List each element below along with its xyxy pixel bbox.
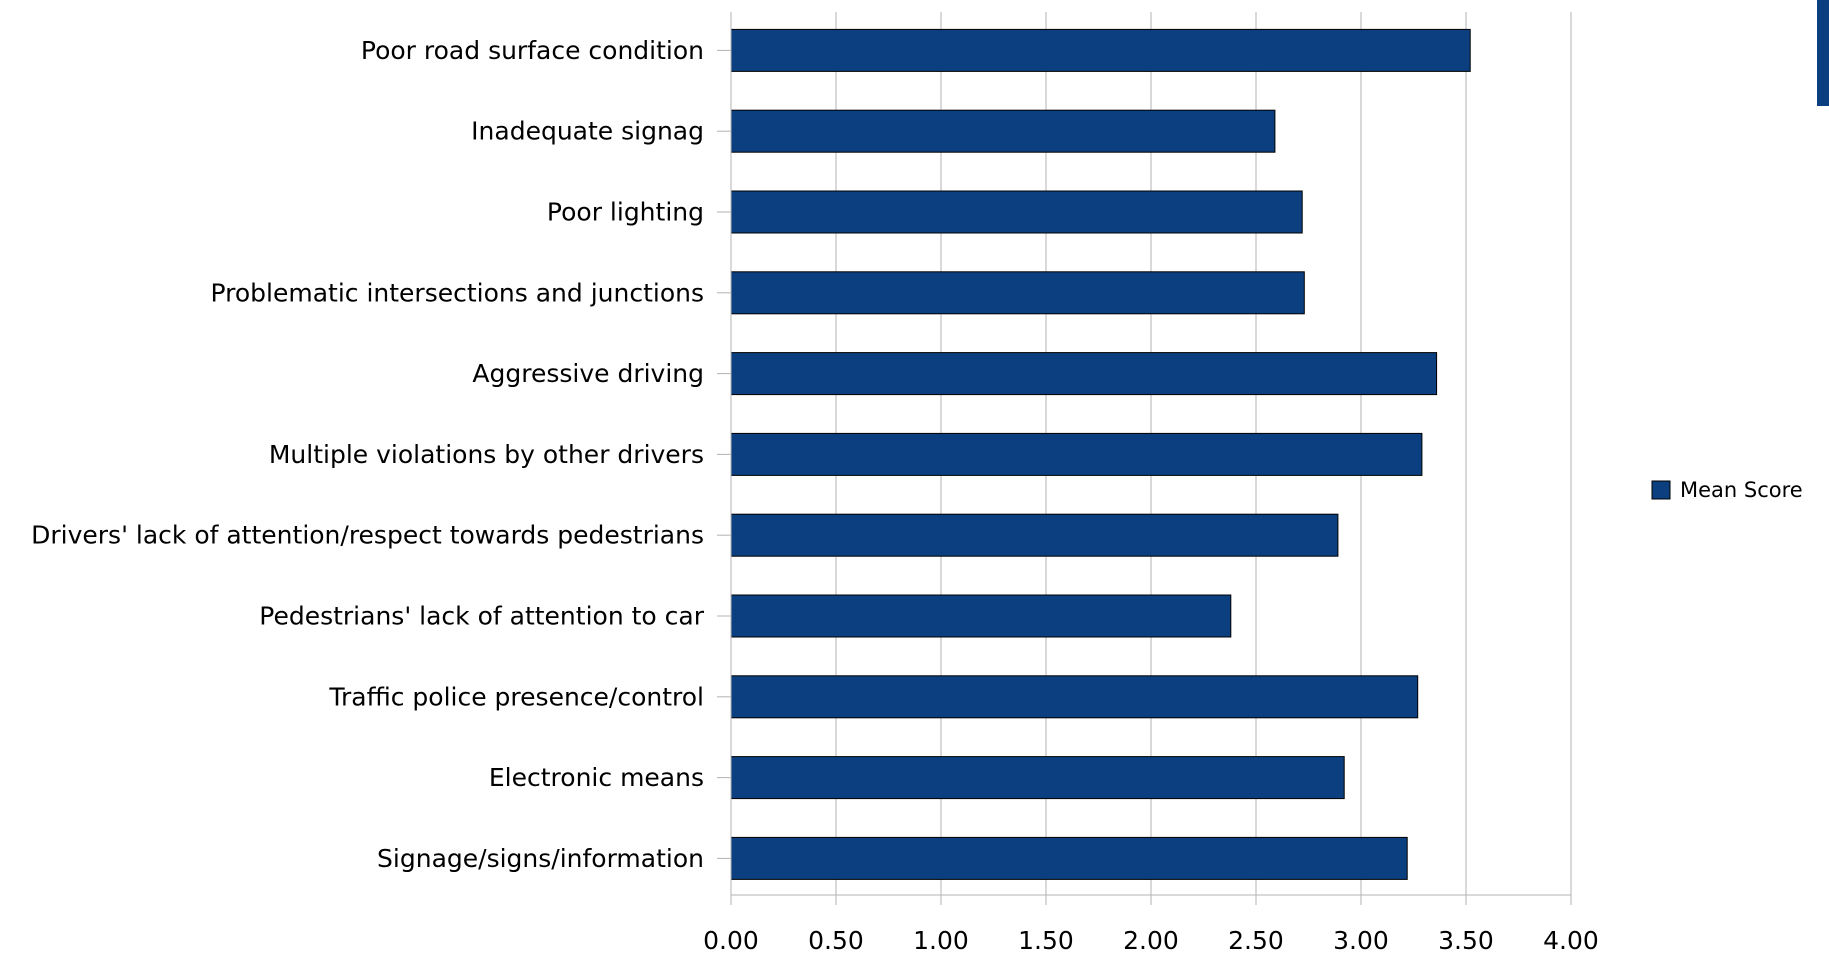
category-label: Poor lighting (547, 198, 704, 227)
x-tick-label: 3.50 (1438, 926, 1494, 955)
category-label: Poor road surface condition (361, 36, 704, 65)
legend-label: Mean Score (1680, 478, 1803, 502)
bars (730, 28, 1471, 880)
bar (730, 594, 1232, 638)
category-label: Pedestrians' lack of attention to car (259, 602, 704, 631)
x-tick-label: 0.50 (808, 926, 864, 955)
category-label: Multiple violations by other drivers (269, 440, 704, 469)
x-tick-label: 1.50 (1018, 926, 1074, 955)
category-label: Electronic means (489, 763, 704, 792)
x-tick-label: 2.50 (1228, 926, 1284, 955)
legend-swatch (1651, 480, 1671, 500)
x-tick-label: 1.00 (913, 926, 969, 955)
category-label: Aggressive driving (472, 359, 704, 388)
x-tick-label: 4.00 (1543, 926, 1599, 955)
bar (730, 675, 1419, 719)
bar (730, 836, 1408, 880)
category-label: Drivers' lack of attention/respect towar… (31, 521, 704, 550)
x-tick-label: 3.00 (1333, 926, 1389, 955)
bar (730, 756, 1345, 800)
axes (717, 12, 1572, 905)
bar (730, 28, 1471, 72)
bar (730, 513, 1339, 557)
x-tick-labels: 0.00 0.50 1.00 1.50 2.00 2.50 3.00 3.50 4.00 (703, 926, 1599, 955)
bar (730, 190, 1303, 234)
legend: Mean Score (1651, 478, 1803, 502)
category-label: Signage/signs/information (377, 844, 704, 873)
category-labels: Poor road surface condition Inadequate si… (31, 36, 705, 873)
corner-accent (1817, 0, 1829, 106)
category-label: Problematic intersections and junctions (210, 278, 704, 307)
bar (730, 432, 1423, 476)
category-label: Inadequate signag (471, 117, 704, 146)
bar (730, 352, 1438, 396)
bar (730, 109, 1276, 153)
category-label: Traffic police presence/control (328, 682, 704, 711)
x-tick-label: 0.00 (703, 926, 759, 955)
x-tick-label: 2.00 (1123, 926, 1179, 955)
bar (730, 271, 1305, 315)
